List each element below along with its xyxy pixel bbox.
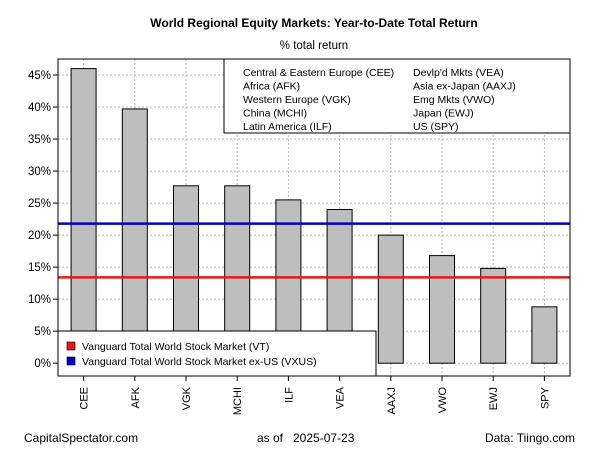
y-tick-label: 0% — [34, 358, 51, 370]
line-legend: Vanguard Total World Stock Market (VT) Va… — [57, 330, 377, 377]
ticker-legend-entry: Central & Eastern Europe (CEE) — [243, 67, 394, 79]
line-legend-swatch — [66, 356, 76, 366]
bar-aaxj — [377, 234, 404, 364]
x-tick-label: EWJ — [488, 387, 500, 410]
ticker-legend-entry: Devlp'd Mkts (VEA) — [413, 67, 504, 79]
y-tick-label: 5% — [34, 326, 51, 338]
y-tick-label: 40% — [28, 102, 51, 114]
x-tick-label: VGK — [181, 386, 193, 410]
line-legend-entry: Vanguard Total World Stock Market (VT) — [82, 341, 269, 353]
ticker-legend-entry: Emg Mkts (VWO) — [413, 94, 495, 106]
y-tick-label: 20% — [28, 230, 51, 242]
footer-date: 2025-07-23 — [293, 431, 355, 445]
bar-spy — [531, 306, 558, 364]
bar-afk — [121, 108, 148, 364]
y-tick-label: 45% — [28, 70, 51, 82]
x-tick-label: ILF — [283, 387, 295, 403]
y-tick-label: 35% — [28, 134, 51, 146]
line-legend-box — [57, 330, 377, 377]
ticker-legend-entry: Western Europe (VGK) — [243, 94, 351, 106]
x-tick-label: CEE — [79, 387, 91, 410]
y-axis: 0% 5% 10% 15% 20% 25% 30% 35% 40% 45% — [28, 70, 58, 370]
line-legend-swatch — [66, 341, 76, 351]
ticker-legend-entry: Africa (AFK) — [243, 81, 300, 93]
x-tick-label: AFK — [130, 386, 142, 408]
bar-ewj — [480, 267, 507, 364]
footer-source-site: CapitalSpectator.com — [24, 431, 138, 445]
chart-subtitle: % total return — [280, 40, 348, 52]
ticker-legend-entry: China (MCHI) — [243, 108, 307, 120]
y-tick-label: 25% — [28, 198, 51, 210]
reference-lines — [58, 222, 570, 279]
ticker-legend-entry: Japan (EWJ) — [413, 108, 474, 120]
x-tick-label: SPY — [539, 386, 551, 409]
y-tick-label: 30% — [28, 166, 51, 178]
ticker-legend-entry: Asia ex-Japan (AAXJ) — [413, 81, 516, 93]
x-tick-label: AAXJ — [386, 387, 398, 415]
y-tick-label: 10% — [28, 294, 51, 306]
footer-as-of-label: as of — [257, 431, 284, 445]
x-tick-label: VEA — [335, 386, 347, 409]
ticker-legend-box — [223, 58, 571, 134]
x-axis: CEE AFK VGK MCHI ILF VEA AAXJ VWO EWJ SPY — [79, 376, 551, 415]
ticker-legend-entry: Latin America (ILF) — [243, 121, 332, 133]
x-tick-label: MCHI — [232, 387, 244, 415]
ticker-legend-entry: US (SPY) — [413, 121, 459, 133]
ticker-legend: Central & Eastern Europe (CEE) Africa (AF… — [223, 58, 571, 134]
bar-cee — [70, 68, 97, 364]
chart-title: World Regional Equity Markets: Year-to-D… — [150, 16, 477, 30]
bar-vwo — [429, 255, 455, 364]
x-tick-label: VWO — [437, 387, 449, 414]
footer-data-source: Data: Tiingo.com — [485, 431, 575, 445]
line-legend-entry: Vanguard Total World Stock Market ex-US … — [82, 356, 317, 368]
y-tick-label: 15% — [28, 262, 51, 274]
